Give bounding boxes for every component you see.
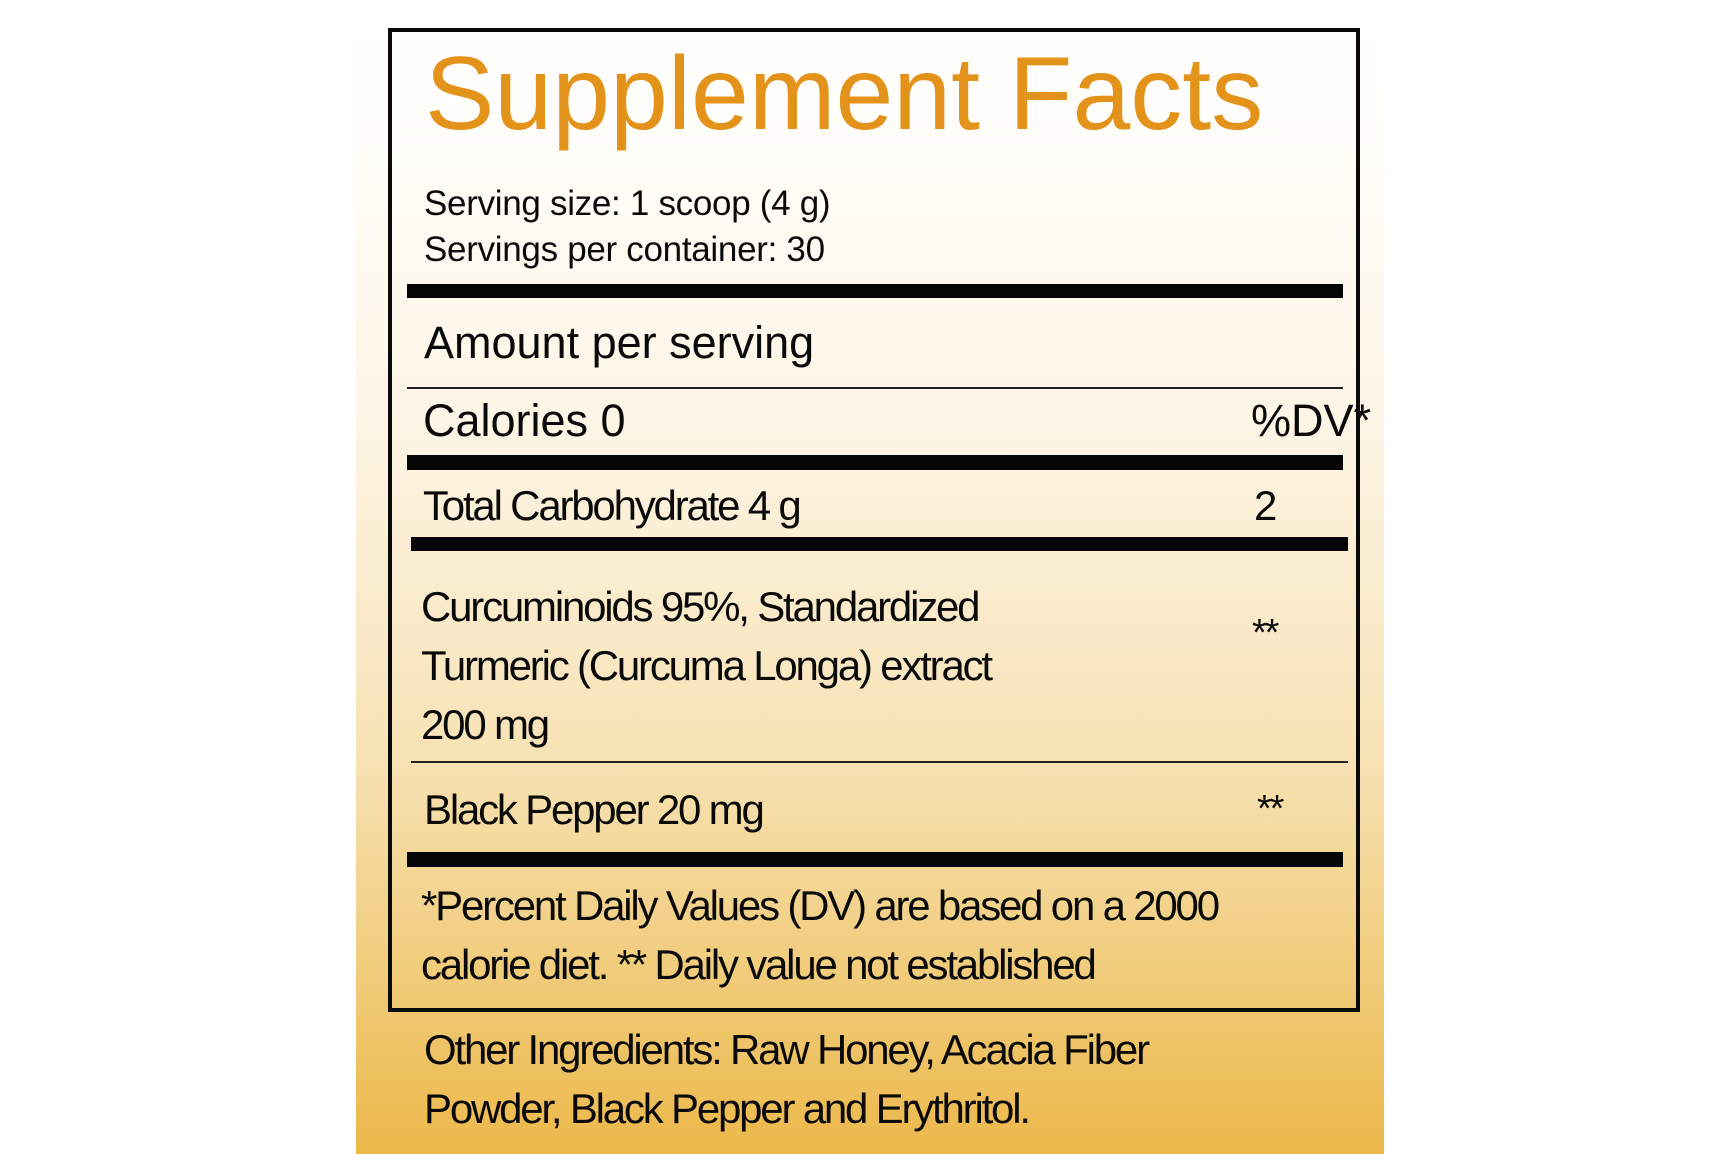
nutrient-name: Curcuminoids 95%, Standardized	[421, 583, 981, 630]
nutrient-name: Total Carbohydrate 4 g	[423, 482, 802, 529]
nutrient-dv: **	[1257, 788, 1284, 830]
servings-per-container: Servings per container: 30	[424, 230, 825, 269]
divider-thick	[407, 852, 1343, 867]
panel-title: Supplement Facts	[425, 36, 1264, 152]
dv-header: %DV*	[1251, 395, 1372, 446]
nutrient-name: Turmeric (Curcuma Longa) extract	[421, 642, 993, 689]
divider-thick	[407, 284, 1343, 298]
serving-size: Serving size: 1 scoop (4 g)	[424, 184, 831, 223]
footnote: calorie diet. ** Daily value not establi…	[421, 941, 1097, 988]
footnote: *Percent Daily Values (DV) are based on …	[421, 882, 1220, 929]
nutrient-dv: **	[1252, 612, 1279, 654]
amount-per-serving: Amount per serving	[424, 317, 815, 368]
other-ingredients: Powder, Black Pepper and Erythritol.	[424, 1085, 1031, 1132]
calories: Calories 0	[423, 395, 626, 446]
label-background	[356, 0, 1384, 1154]
supplement-facts-panel	[388, 28, 1360, 1012]
other-ingredients: Other Ingredients: Raw Honey, Acacia Fib…	[424, 1026, 1150, 1073]
divider-thick	[407, 455, 1343, 470]
nutrient-name: 200 mg	[421, 701, 550, 748]
nutrient-name: Black Pepper 20 mg	[424, 786, 765, 833]
divider-thin	[411, 761, 1348, 763]
divider-thick	[411, 537, 1348, 551]
divider-thin	[407, 387, 1343, 389]
nutrient-dv: 2	[1254, 482, 1277, 529]
